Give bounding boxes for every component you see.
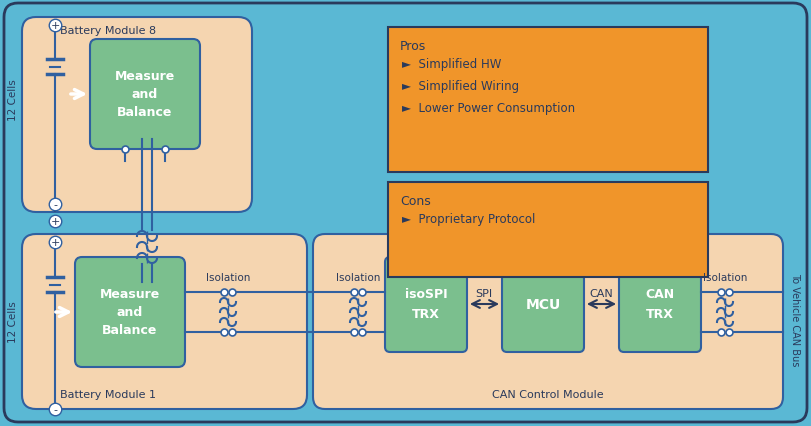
Text: Measure: Measure xyxy=(100,287,160,300)
Text: -: - xyxy=(53,199,57,210)
Text: Isolation: Isolation xyxy=(703,272,747,282)
Text: Cons: Cons xyxy=(400,195,431,207)
Text: TRX: TRX xyxy=(412,307,440,320)
Bar xyxy=(388,28,708,173)
FancyBboxPatch shape xyxy=(22,18,252,213)
Text: TRX: TRX xyxy=(646,307,674,320)
Text: Battery Module 1: Battery Module 1 xyxy=(60,389,156,399)
FancyBboxPatch shape xyxy=(502,257,584,352)
FancyBboxPatch shape xyxy=(619,257,701,352)
Text: CAN: CAN xyxy=(589,288,613,298)
Text: Balance: Balance xyxy=(118,106,173,119)
Text: Battery Module 8: Battery Module 8 xyxy=(60,26,157,36)
Text: SPI: SPI xyxy=(475,288,492,298)
Text: ►  Simplified Wiring: ► Simplified Wiring xyxy=(402,80,519,93)
Text: isoSPI: isoSPI xyxy=(405,287,448,300)
Bar xyxy=(388,183,708,277)
Text: 12 Cells: 12 Cells xyxy=(8,79,18,121)
Text: and: and xyxy=(117,305,143,318)
Text: To Vehicle CAN Bus: To Vehicle CAN Bus xyxy=(790,273,800,366)
Text: Balance: Balance xyxy=(102,323,157,336)
Text: Isolation: Isolation xyxy=(336,272,380,282)
Text: and: and xyxy=(132,88,158,101)
Text: -: - xyxy=(53,404,57,414)
Text: +: + xyxy=(50,216,60,227)
FancyBboxPatch shape xyxy=(4,4,807,422)
Text: MCU: MCU xyxy=(526,297,560,311)
FancyBboxPatch shape xyxy=(90,40,200,150)
Text: +: + xyxy=(50,237,60,248)
Text: CAN: CAN xyxy=(646,287,675,300)
Text: ►  Simplified HW: ► Simplified HW xyxy=(402,58,501,71)
Text: ►  Proprietary Protocol: ► Proprietary Protocol xyxy=(402,213,535,225)
FancyBboxPatch shape xyxy=(313,234,783,409)
FancyBboxPatch shape xyxy=(22,234,307,409)
FancyBboxPatch shape xyxy=(385,257,467,352)
Text: 12 Cells: 12 Cells xyxy=(8,300,18,342)
Text: Isolation: Isolation xyxy=(206,272,250,282)
Text: Pros: Pros xyxy=(400,40,427,53)
Text: Measure: Measure xyxy=(115,70,175,83)
Text: CAN Control Module: CAN Control Module xyxy=(492,389,604,399)
FancyBboxPatch shape xyxy=(75,257,185,367)
Text: ►  Lower Power Consumption: ► Lower Power Consumption xyxy=(402,102,575,115)
Text: +: + xyxy=(50,21,60,31)
